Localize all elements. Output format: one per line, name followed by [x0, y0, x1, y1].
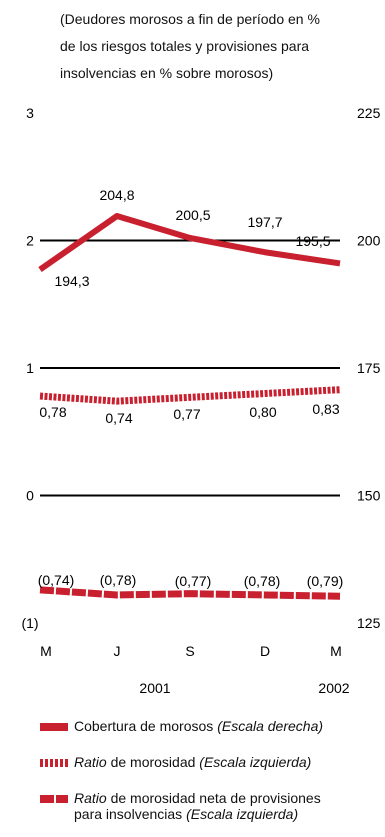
data-label: (0,78)	[244, 573, 281, 589]
left-tick-label: (1)	[21, 615, 38, 631]
x-tick-label: J	[114, 643, 121, 659]
right-tick-label: 125	[357, 615, 381, 631]
legend-label-line2: para insolvencias	[74, 806, 183, 822]
legend-scale-note: (Escala izquierda)	[199, 754, 312, 770]
x-tick-label: M	[330, 643, 342, 659]
legend-swatch-dashed	[40, 759, 68, 768]
right-tick-label: 225	[357, 105, 381, 121]
data-label: (0,79)	[307, 573, 344, 589]
legend-scale-note: (Escala derecha)	[217, 718, 324, 734]
data-label: 195,5	[295, 233, 330, 249]
subtitle-line-2: de los riesgos totales y provisiones par…	[60, 38, 310, 54]
data-label: 194,3	[54, 273, 89, 289]
legend-label: de morosidad	[106, 754, 196, 770]
data-label: (0,74)	[38, 572, 75, 588]
series-line-ratio-neta	[39, 586, 341, 600]
legend-item-ratio-neta: Ratio de morosidad neta de provisiones p…	[40, 790, 321, 822]
legend-label: Cobertura de morosos	[74, 718, 214, 734]
line-chart: (1) 0 1 2 3 125 150 175 200 225 M J S D M 2001 2002 194,3…	[21, 105, 381, 696]
legend-item-cobertura: Cobertura de morosos (Escala derecha)	[40, 718, 323, 734]
subtitle-line-3: insolvencias en % sobre morosos)	[60, 65, 274, 81]
right-tick-label: 200	[357, 233, 381, 249]
data-label: (0,77)	[175, 573, 212, 589]
legend-label-italic: Ratio	[74, 790, 107, 806]
data-label: 0,74	[105, 410, 132, 426]
x-tick-label: S	[185, 643, 194, 659]
legend-item-ratio: Ratio de morosidad (Escala izquierda)	[40, 754, 311, 770]
right-tick-label: 150	[357, 488, 381, 504]
data-label: (0,78)	[100, 572, 137, 588]
year-label: 2001	[139, 680, 170, 696]
data-label: 0,83	[312, 401, 339, 417]
left-tick-label: 0	[26, 488, 34, 504]
legend-label: de morosidad neta de provisiones	[106, 790, 321, 806]
data-label: 0,77	[173, 406, 200, 422]
data-label: 200,5	[175, 207, 210, 223]
data-label: 204,8	[99, 187, 134, 203]
year-label: 2002	[318, 680, 349, 696]
data-label: 0,80	[249, 404, 276, 420]
left-tick-label: 2	[26, 233, 34, 249]
legend-swatch-solid	[40, 723, 68, 732]
legend-scale-note: (Escala izquierda)	[186, 806, 299, 822]
series-line-ratio	[39, 386, 341, 405]
x-tick-label: D	[260, 643, 270, 659]
subtitle-line-1: (Deudores morosos a fin de período en %	[60, 11, 320, 27]
data-label: 0,78	[39, 404, 66, 420]
left-tick-label: 3	[26, 105, 34, 121]
legend-swatch-segmented	[40, 795, 68, 804]
left-tick-label: 1	[26, 360, 34, 376]
x-tick-label: M	[40, 643, 52, 659]
right-tick-label: 175	[357, 360, 381, 376]
data-label: 197,7	[247, 214, 282, 230]
legend-label-italic: Ratio	[74, 754, 107, 770]
chart-subtitle: (Deudores morosos a fin de período en % …	[60, 6, 360, 87]
